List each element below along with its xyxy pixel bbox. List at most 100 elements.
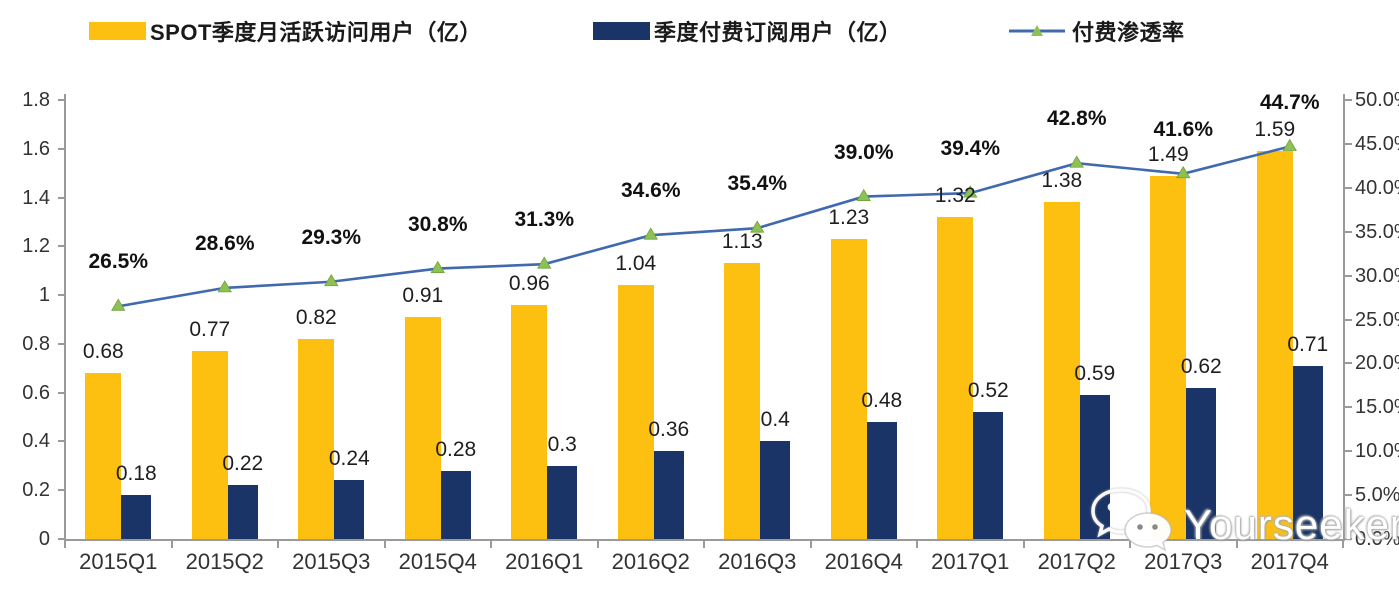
mau-bar xyxy=(937,217,974,539)
right-axis-tick-label: 20.0% xyxy=(1355,352,1399,375)
mau-value-label: 1.32 xyxy=(934,184,976,208)
mau-value-label: 0.68 xyxy=(82,340,124,364)
x-axis-category-label: 2015Q1 xyxy=(79,549,158,574)
x-axis-tick xyxy=(170,541,173,548)
left-axis-line xyxy=(64,94,66,541)
x-axis-category-label: 2015Q2 xyxy=(185,549,264,574)
penetration-value-label: 30.8% xyxy=(407,212,468,236)
x-axis-category-label: 2016Q1 xyxy=(505,549,584,574)
mau-bar xyxy=(191,351,228,539)
subscribers-bar xyxy=(866,421,897,539)
subscribers-legend-label: 季度付费订阅用户（亿） xyxy=(654,20,902,45)
subscribers-bar xyxy=(440,470,471,539)
subscribers-value-label: 0.3 xyxy=(547,432,577,456)
right-axis-tick xyxy=(1345,362,1352,365)
x-axis-category-label: 2016Q3 xyxy=(718,549,797,574)
mau-bar xyxy=(511,304,548,539)
left-axis-tick xyxy=(58,294,65,297)
left-axis-tick xyxy=(58,99,65,101)
left-axis-tick-label: 1.8 xyxy=(22,89,50,111)
right-axis-tick-label: 45.0% xyxy=(1355,132,1399,155)
penetration-marker xyxy=(1069,155,1084,168)
penetration-value-label: 44.7% xyxy=(1259,90,1320,114)
x-axis-tick xyxy=(277,541,279,548)
left-axis-tick-label: 1.2 xyxy=(22,235,50,258)
subscribers-bar xyxy=(334,480,365,539)
left-axis-tick-label: 0.2 xyxy=(22,479,50,502)
x-axis-category-label: 2016Q2 xyxy=(611,549,690,574)
penetration-value-label: 26.5% xyxy=(88,250,149,274)
left-axis-tick-label: 1.6 xyxy=(22,137,50,160)
subscribers-bar xyxy=(973,412,1004,539)
penetration-marker xyxy=(430,260,445,273)
x-axis-category-label: 2015Q4 xyxy=(398,549,477,574)
right-axis-tick-label: 30.0% xyxy=(1355,264,1399,287)
subscribers-value-label: 0.28 xyxy=(435,437,477,461)
penetration-value-label: 35.4% xyxy=(727,172,788,196)
mau-bar xyxy=(617,285,654,539)
mau-value-label: 0.77 xyxy=(189,318,231,342)
right-axis-tick xyxy=(1345,318,1352,321)
subscribers-bar xyxy=(547,465,578,539)
subscribers-value-label: 0.36 xyxy=(648,418,690,442)
right-axis-tick xyxy=(1345,99,1352,101)
x-axis-tick xyxy=(64,541,66,548)
legend-item-penetration: 付费渗透率 xyxy=(1008,18,1185,45)
x-axis-tick xyxy=(1235,541,1238,548)
right-axis-tick-label: 15.0% xyxy=(1355,396,1399,419)
mau-bar xyxy=(404,317,441,539)
mau-legend-label: SPOT季度月活跃访问用户（亿） xyxy=(150,20,482,45)
right-axis-tick-label: 10.0% xyxy=(1355,440,1399,463)
right-axis-tick-label: 0.0% xyxy=(1355,528,1399,550)
x-axis-tick xyxy=(596,541,599,548)
x-axis-category-label: 2015Q3 xyxy=(292,549,371,574)
mau-value-label: 1.04 xyxy=(615,252,657,276)
right-axis-tick-label: 25.0% xyxy=(1355,308,1399,331)
x-axis-line xyxy=(64,539,1344,541)
wechat-icon xyxy=(1088,486,1176,563)
subscribers-value-label: 0.18 xyxy=(115,462,157,486)
subscribers-bar xyxy=(1292,365,1323,539)
mau-value-label: 1.38 xyxy=(1041,169,1083,193)
subscribers-bar xyxy=(760,441,791,539)
penetration-value-label: 34.6% xyxy=(620,179,681,203)
x-axis-category-label: 2017Q4 xyxy=(1250,549,1329,574)
penetration-marker xyxy=(111,298,126,311)
left-axis-tick xyxy=(58,196,65,199)
penetration-value-label: 41.6% xyxy=(1153,117,1214,141)
x-axis-tick xyxy=(916,541,918,548)
mau-bar xyxy=(85,373,122,539)
left-axis-tick-label: 0.4 xyxy=(22,430,50,453)
subscribers-legend-swatch xyxy=(593,22,650,40)
left-axis-tick xyxy=(58,538,65,540)
x-axis-tick xyxy=(383,541,386,548)
right-axis-tick xyxy=(1345,274,1352,277)
left-axis-tick-label: 0 xyxy=(38,528,50,550)
watermark-text: Yourseeker xyxy=(1184,500,1399,548)
penetration-value-label: 39.0% xyxy=(833,140,894,164)
left-axis-tick xyxy=(58,440,65,443)
right-axis-tick-label: 5.0% xyxy=(1355,484,1399,507)
mau-bar xyxy=(298,339,335,539)
mau-value-label: 1.13 xyxy=(721,230,763,254)
mau-value-label: 1.23 xyxy=(828,206,870,230)
left-axis-tick-label: 0.6 xyxy=(22,381,50,404)
subscribers-bar xyxy=(1186,387,1217,539)
penetration-marker xyxy=(217,280,232,293)
right-axis-tick xyxy=(1345,186,1352,189)
left-axis-tick xyxy=(58,147,65,150)
penetration-marker xyxy=(643,227,658,240)
legend-item-mau: SPOT季度月活跃访问用户（亿） xyxy=(89,18,482,45)
left-axis-tick-label: 0.8 xyxy=(22,332,50,355)
mau-value-label: 1.49 xyxy=(1147,142,1189,166)
left-axis-tick xyxy=(58,245,65,248)
penetration-value-label: 29.3% xyxy=(301,225,362,249)
right-axis-tick xyxy=(1345,142,1352,145)
right-axis-tick xyxy=(1345,494,1352,497)
mau-value-label: 0.91 xyxy=(402,284,444,308)
left-axis-tick xyxy=(58,391,65,394)
right-axis-tick-label: 50.0% xyxy=(1355,89,1399,111)
right-axis-tick xyxy=(1345,450,1352,453)
penetration-legend-label: 付费渗透率 xyxy=(1072,20,1185,45)
